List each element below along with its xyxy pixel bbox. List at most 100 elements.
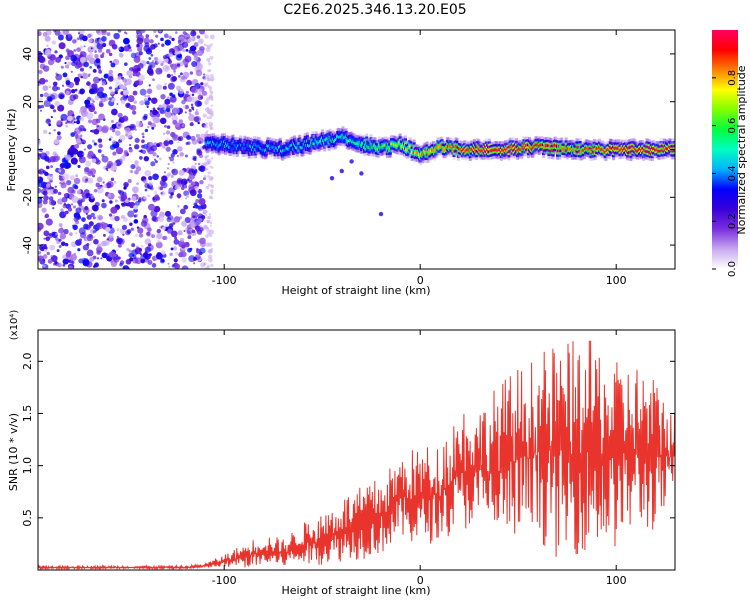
noise-blob xyxy=(197,217,203,223)
noise-blob xyxy=(42,245,48,251)
noise-blob xyxy=(208,254,213,259)
noise-blob xyxy=(203,78,206,81)
noise-blob xyxy=(71,61,76,67)
noise-blob xyxy=(110,177,115,182)
noise-blob xyxy=(100,77,104,81)
spectrogram-y-tick-label: 20 xyxy=(21,95,34,109)
noise-blob xyxy=(167,172,172,177)
noise-blob xyxy=(176,46,180,51)
noise-blob xyxy=(185,49,189,52)
noise-blob xyxy=(169,195,173,199)
noise-blob xyxy=(98,78,101,81)
noise-blob xyxy=(67,115,73,122)
noise-blob xyxy=(42,264,46,268)
noise-blob xyxy=(46,174,54,181)
noise-blob xyxy=(110,62,116,68)
noise-blob xyxy=(209,233,213,238)
noise-blob xyxy=(98,143,103,149)
noise-blob xyxy=(159,258,165,264)
noise-blob xyxy=(56,249,60,253)
noise-blob xyxy=(192,31,196,35)
noise-blob xyxy=(96,176,103,183)
noise-blob xyxy=(52,85,58,92)
noise-blob xyxy=(150,122,156,129)
noise-blob xyxy=(71,196,79,203)
spectrogram-x-tick-label: 0 xyxy=(417,274,424,287)
noise-blob xyxy=(132,255,137,260)
snr-line xyxy=(38,340,675,570)
noise-blob xyxy=(205,122,208,125)
noise-blob xyxy=(165,130,171,135)
noise-blob xyxy=(71,88,76,94)
noise-blob xyxy=(191,93,195,97)
noise-blob xyxy=(43,129,48,134)
noise-blob xyxy=(183,204,189,210)
noise-blob xyxy=(198,198,206,206)
noise-blob xyxy=(151,126,155,130)
colorbar-gradient xyxy=(712,30,738,269)
noise-blob xyxy=(75,48,78,52)
noise-blob xyxy=(57,104,65,112)
noise-blob xyxy=(196,149,203,156)
noise-blob xyxy=(171,115,178,122)
noise-blob xyxy=(38,251,42,255)
noise-blob xyxy=(191,106,194,109)
noise-blob xyxy=(177,205,180,208)
noise-blob xyxy=(134,137,140,143)
noise-blob xyxy=(209,229,215,235)
noise-blob xyxy=(69,175,75,181)
noise-blob xyxy=(136,56,141,61)
noise-blob xyxy=(50,116,53,119)
noise-blob xyxy=(118,190,125,196)
noise-blob xyxy=(65,124,69,128)
noise-blob xyxy=(124,199,129,204)
noise-blob xyxy=(73,121,76,124)
noise-blob xyxy=(113,32,120,40)
noise-blob xyxy=(53,139,59,145)
noise-blob xyxy=(63,193,68,198)
noise-blob xyxy=(201,90,208,96)
noise-blob xyxy=(152,152,157,157)
noise-blob xyxy=(154,160,158,164)
noise-blob xyxy=(67,207,73,212)
noise-blob xyxy=(38,227,42,232)
noise-blob xyxy=(184,154,188,158)
noise-blob xyxy=(76,61,83,68)
noise-blob xyxy=(134,257,142,265)
noise-blob xyxy=(40,109,43,112)
noise-blob xyxy=(147,227,152,232)
noise-blob xyxy=(55,56,62,63)
noise-blob xyxy=(203,83,207,88)
noise-blob xyxy=(189,247,193,251)
noise-blob xyxy=(210,263,214,267)
noise-blob xyxy=(127,44,131,48)
noise-blob xyxy=(38,97,43,102)
noise-blob xyxy=(67,186,75,194)
noise-blob xyxy=(101,155,109,163)
noise-blob xyxy=(195,199,200,204)
noise-blob xyxy=(108,86,112,90)
noise-blob xyxy=(85,178,88,181)
noise-blob xyxy=(193,42,199,47)
noise-blob xyxy=(68,265,74,269)
noise-blob xyxy=(176,155,179,158)
signal-stray-blob xyxy=(359,171,364,176)
colorbar-tick-label: 0.8 xyxy=(727,70,738,86)
noise-blob xyxy=(54,30,61,36)
colorbar-tick-label: 0.2 xyxy=(727,213,738,229)
noise-blob xyxy=(199,179,204,185)
noise-blob xyxy=(58,42,66,50)
noise-blob xyxy=(93,238,99,245)
noise-blob xyxy=(88,38,93,43)
noise-blob xyxy=(65,91,70,96)
noise-blob xyxy=(137,198,142,203)
noise-blob xyxy=(139,88,147,96)
noise-blob xyxy=(196,100,203,107)
noise-blob xyxy=(163,57,169,64)
noise-blob xyxy=(49,54,56,61)
noise-blob xyxy=(55,237,59,241)
noise-blob xyxy=(169,156,175,162)
noise-blob xyxy=(82,259,90,267)
noise-blob xyxy=(210,76,215,82)
noise-blob xyxy=(202,209,207,214)
